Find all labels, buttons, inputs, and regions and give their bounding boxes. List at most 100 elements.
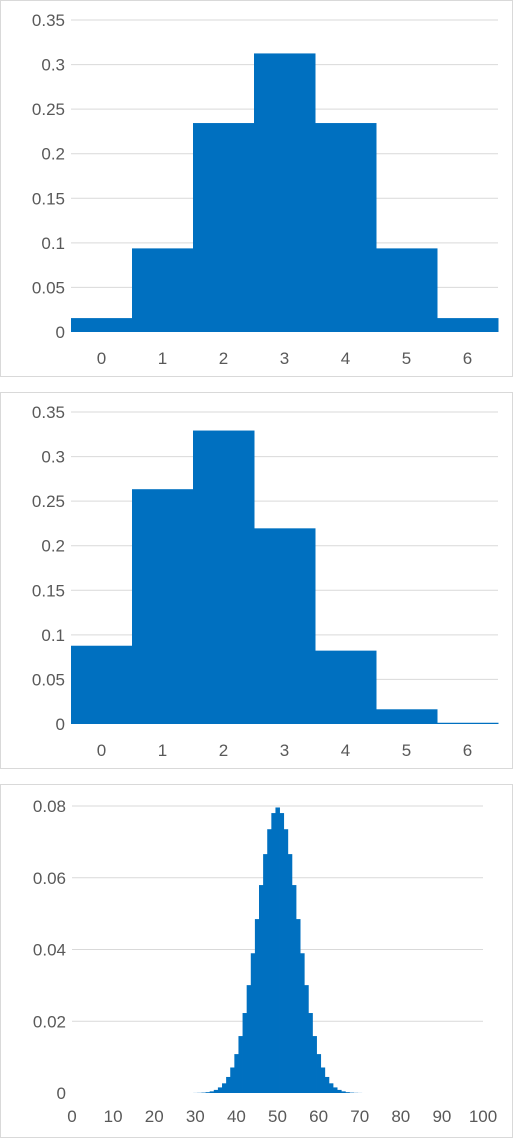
x-tick-label: 40 (227, 1107, 246, 1126)
y-tick-label: 0.15 (32, 189, 65, 208)
x-tick-label: 100 (469, 1107, 497, 1126)
bar (206, 1092, 211, 1093)
x-tick-label: 80 (391, 1107, 410, 1126)
bar (259, 885, 264, 1093)
y-tick-label: 0.04 (33, 941, 66, 960)
bar (238, 1036, 243, 1093)
y-tick-label: 0.3 (41, 56, 65, 75)
bar (271, 813, 276, 1093)
bar (296, 919, 301, 1093)
bar (333, 1087, 338, 1093)
x-tick-label: 5 (402, 741, 411, 760)
bar (247, 985, 252, 1093)
y-tick-label: 0.35 (32, 11, 65, 30)
x-tick-label: 70 (350, 1107, 369, 1126)
x-tick-label: 0 (97, 741, 106, 760)
bar (226, 1077, 231, 1093)
bar (267, 829, 272, 1093)
bar (193, 123, 255, 332)
bar (329, 1083, 334, 1093)
bar (254, 528, 316, 724)
bar (376, 709, 438, 724)
bar (308, 1013, 313, 1093)
bar (317, 1054, 322, 1093)
bar (280, 813, 285, 1093)
bar (376, 248, 438, 332)
bar (341, 1091, 346, 1093)
y-tick-label: 0.3 (41, 448, 65, 467)
bar (437, 318, 499, 332)
bar-chart-2: 0 0.05 0.1 0.15 0.2 0.25 0.3 0.35 0 1 2 3 4 5 6 (1, 393, 514, 770)
chart-panel-2: 0 0.05 0.1 0.15 0.2 0.25 0.3 0.35 0 1 2 3 4 5 6 (0, 392, 513, 769)
x-tick-label: 1 (158, 349, 167, 368)
bar (345, 1092, 350, 1093)
y-tick-label: 0.25 (32, 492, 65, 511)
bar (337, 1090, 342, 1093)
bar (210, 1091, 215, 1093)
bar (132, 489, 194, 724)
y-tick-label: 0 (57, 1084, 66, 1103)
bar (437, 723, 499, 724)
bar (255, 919, 260, 1093)
bar (234, 1054, 239, 1093)
bar (254, 53, 316, 332)
x-tick-label: 30 (186, 1107, 205, 1126)
y-tick-label: 0.05 (32, 670, 65, 689)
bar (71, 646, 133, 724)
x-tick-label: 4 (341, 741, 350, 760)
y-tick-label: 0 (56, 323, 65, 342)
bar (284, 829, 289, 1093)
bar (214, 1090, 219, 1093)
x-tick-label: 6 (463, 349, 472, 368)
y-tick-label: 0.1 (41, 626, 65, 645)
y-tick-label: 0.02 (33, 1012, 66, 1031)
x-tick-label: 0 (97, 349, 106, 368)
bar (230, 1067, 235, 1093)
bar (288, 854, 293, 1093)
chart-panel-1: 0 0.05 0.1 0.15 0.2 0.25 0.3 0.35 0 1 2 3 4 5 6 (0, 0, 513, 377)
x-tick-label: 3 (280, 741, 289, 760)
x-tick-label: 0 (67, 1107, 76, 1126)
y-tick-label: 0.06 (33, 869, 66, 888)
x-tick-label: 1 (158, 741, 167, 760)
y-tick-label: 0.2 (41, 537, 65, 556)
bar (325, 1077, 330, 1093)
bar (132, 248, 194, 332)
bar (222, 1083, 227, 1093)
y-tick-label: 0.25 (32, 100, 65, 119)
bar (251, 953, 256, 1093)
bar (218, 1087, 223, 1093)
x-tick-label: 60 (309, 1107, 328, 1126)
x-tick-label: 20 (145, 1107, 164, 1126)
bar-chart-1: 0 0.05 0.1 0.15 0.2 0.25 0.3 0.35 0 1 2 3 4 5 6 (1, 1, 514, 378)
bar (321, 1067, 326, 1093)
bar (275, 807, 280, 1093)
bar (315, 651, 377, 724)
y-tick-label: 0.35 (32, 403, 65, 422)
x-tick-label: 6 (463, 741, 472, 760)
x-tick-label: 4 (341, 349, 350, 368)
bar (263, 854, 268, 1093)
bar (292, 885, 297, 1093)
x-tick-label: 50 (268, 1107, 287, 1126)
x-tick-label: 2 (219, 349, 228, 368)
bar (193, 431, 255, 724)
y-tick-label: 0.05 (32, 278, 65, 297)
bar (312, 1036, 317, 1093)
y-tick-label: 0 (56, 715, 65, 734)
y-tick-label: 0.15 (32, 581, 65, 600)
bar (243, 1013, 248, 1093)
bar (300, 953, 305, 1093)
y-tick-label: 0.1 (41, 234, 65, 253)
x-tick-label: 5 (402, 349, 411, 368)
bar (304, 985, 309, 1093)
bar (71, 318, 133, 332)
y-tick-label: 0.08 (33, 797, 66, 816)
y-tick-label: 0.2 (41, 145, 65, 164)
bar (315, 123, 377, 332)
x-tick-label: 2 (219, 741, 228, 760)
x-tick-label: 3 (280, 349, 289, 368)
x-tick-label: 90 (432, 1107, 451, 1126)
